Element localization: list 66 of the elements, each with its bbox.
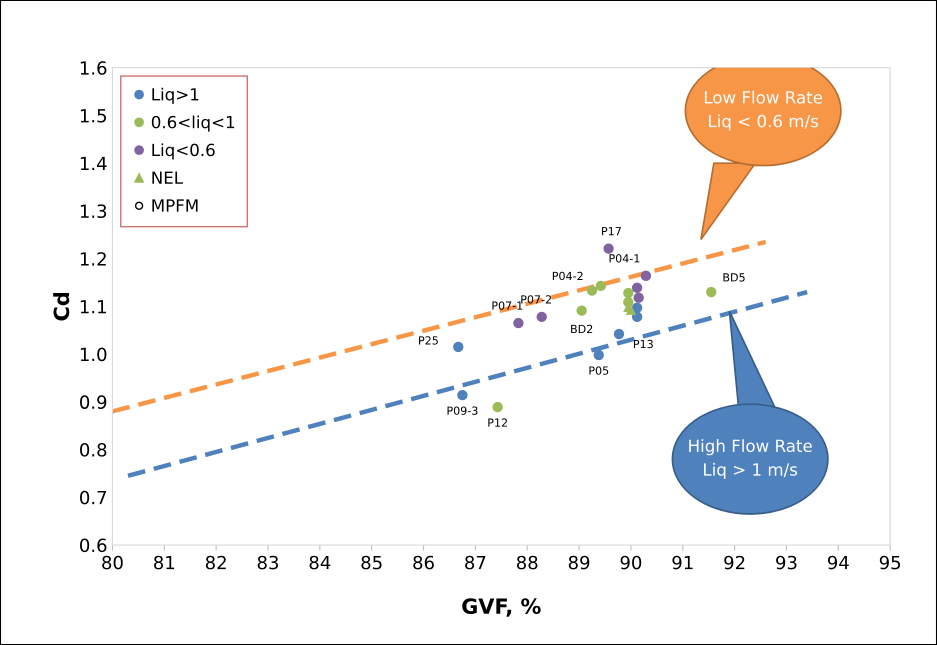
annotation: BD5: [723, 273, 745, 282]
point: [706, 286, 716, 298]
point: [513, 318, 524, 328]
point: [626, 304, 636, 315]
y-tick-label: 0.6: [80, 538, 106, 552]
annotation: P09-3: [448, 406, 478, 415]
legend-label: Liq>1: [152, 88, 198, 104]
y-tick-label: 1.5: [80, 109, 106, 123]
y-tick-label: 0.7: [80, 490, 106, 504]
y-tick-label: 0.8: [80, 443, 106, 457]
y-tick-label: 1.3: [80, 204, 106, 218]
x-tick-label: 91: [672, 556, 693, 570]
y-tick-label: 1.1: [80, 300, 106, 314]
legend-label: 0.6<liq<1: [152, 116, 234, 132]
point: [614, 328, 624, 340]
y-tick-label: 1.6: [80, 61, 106, 75]
x-tick-label: 84: [310, 556, 330, 570]
x-tick-label: 90: [620, 556, 642, 570]
annotation: BD2: [571, 324, 592, 333]
x-tick-label: 81: [154, 556, 174, 570]
annotation: P12: [488, 418, 507, 427]
point: [586, 285, 598, 296]
legend-label: MPFM: [152, 199, 198, 212]
annotation: P07-1: [492, 301, 522, 310]
point: [603, 243, 614, 254]
legend-label: NEL: [152, 172, 183, 184]
y-tick-label: 0.9: [80, 395, 106, 409]
point: [492, 402, 503, 412]
annotation: High Flow Rate Liq > 1 m/s: [689, 439, 812, 480]
x-tick-label: 85: [361, 556, 382, 570]
x-tick-label: 80: [102, 556, 123, 570]
annotation: P07-2: [521, 295, 552, 304]
y-tick-label: 1.0: [80, 348, 106, 362]
point: [536, 312, 547, 322]
y-tick-label: 1.2: [80, 252, 106, 266]
point: [640, 270, 652, 281]
point: [632, 282, 642, 293]
x-tick-label: 83: [258, 556, 278, 570]
y-axis-title: Cd: [53, 293, 70, 320]
x-tick-label: 93: [776, 556, 796, 570]
annotation: Low Flow Rate Liq < 0.6 m/s: [704, 90, 822, 131]
point: [623, 288, 634, 298]
point: [632, 302, 642, 313]
annotation: P13: [634, 340, 653, 348]
annotation: P17: [602, 227, 621, 236]
x-tick-label: 95: [880, 556, 900, 570]
x-axis-title: GVF, %: [462, 598, 541, 617]
x-tick-label: 88: [516, 556, 538, 570]
point: [453, 342, 464, 352]
annotation: P25: [419, 336, 438, 345]
x-tick-label: 86: [413, 556, 434, 570]
point: [596, 280, 606, 291]
x-tick-label: 87: [465, 556, 486, 570]
point: [576, 306, 587, 316]
point: [457, 390, 468, 400]
annotation: P04-2: [552, 272, 583, 280]
x-tick-label: 82: [206, 556, 226, 570]
x-tick-label: 92: [724, 556, 744, 570]
point: [594, 350, 604, 360]
x-tick-label: 94: [828, 556, 849, 570]
x-tick-label: 89: [568, 556, 590, 570]
y-tick-label: 1.4: [80, 156, 107, 170]
annotation: P04-1: [610, 254, 640, 263]
annotation: P05: [589, 366, 608, 375]
legend-label: Liq<0.6: [152, 143, 215, 160]
point: [634, 292, 644, 303]
